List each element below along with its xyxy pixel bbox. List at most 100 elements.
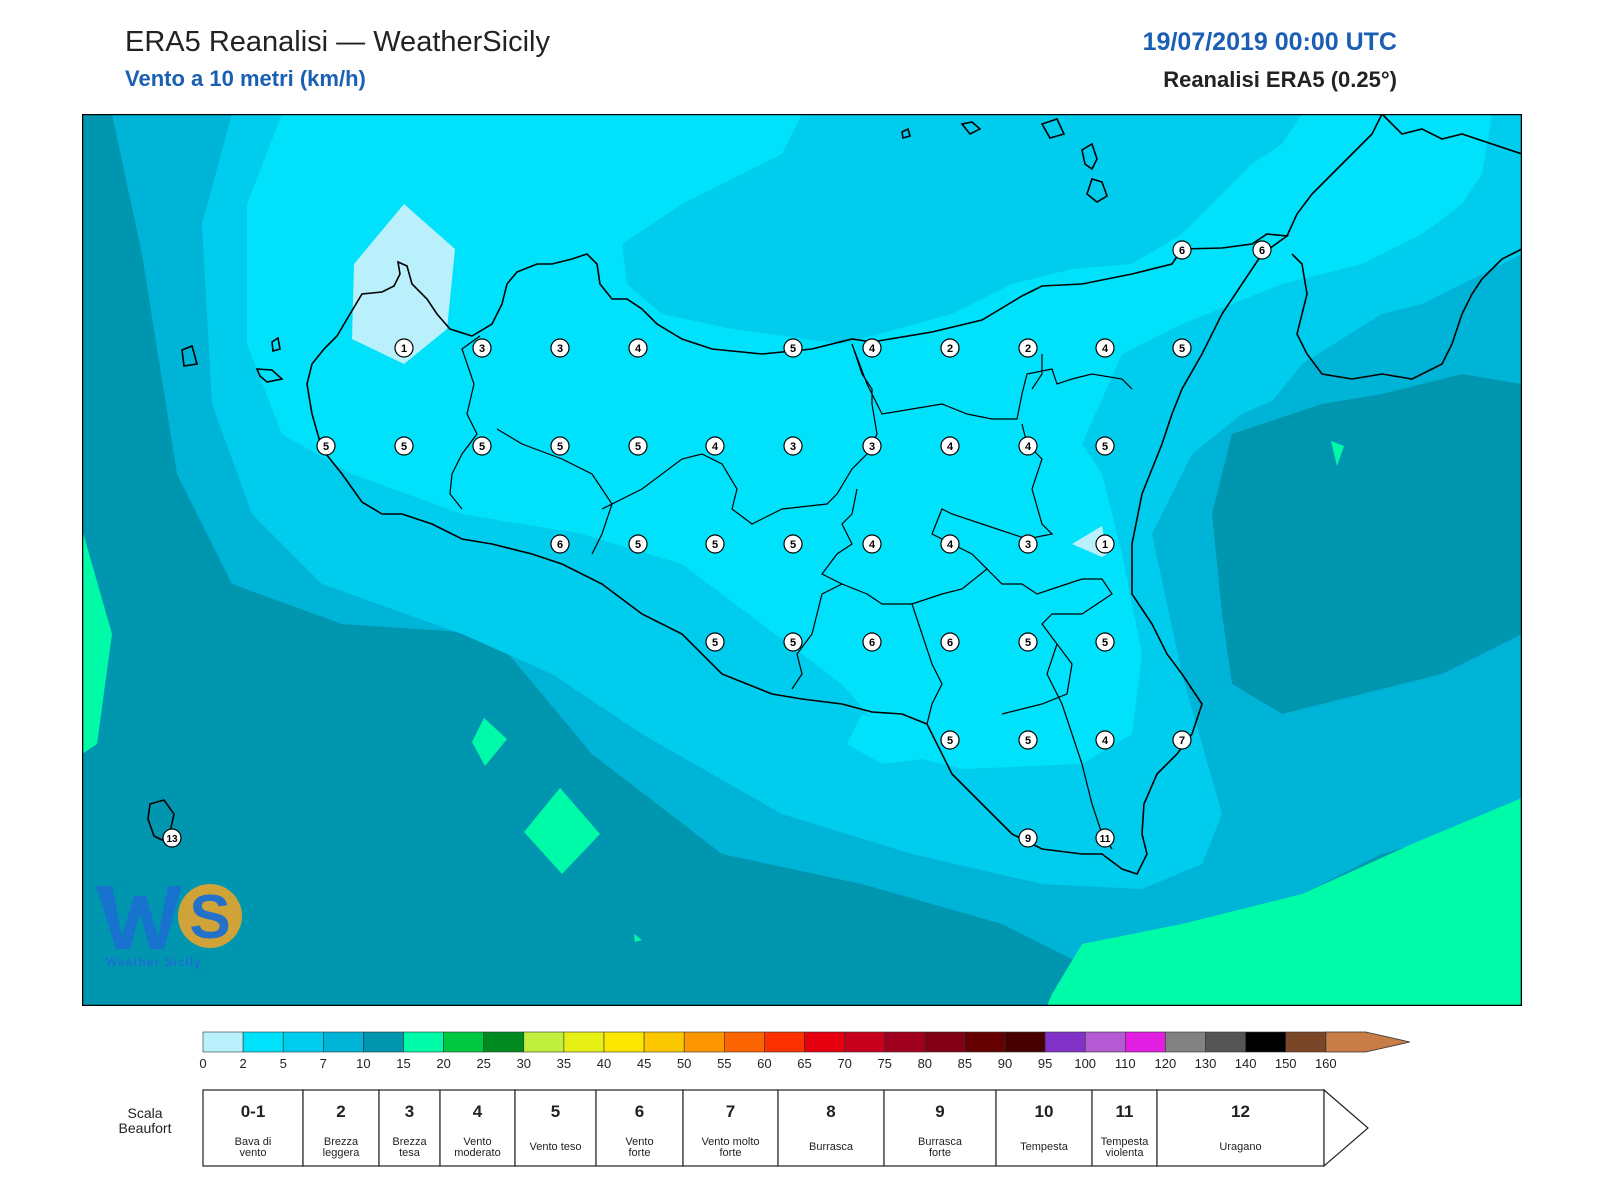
beaufort-desc: Brezza [324, 1136, 359, 1148]
colorbar-segment [924, 1031, 966, 1053]
beaufort-force: 5 [551, 1102, 560, 1121]
station-value: 5 [635, 441, 641, 453]
sicily-coastline [147, 114, 1522, 875]
station-value: 5 [557, 441, 563, 453]
band-5-7-inner [622, 114, 1302, 344]
colorbar-segment [884, 1031, 926, 1053]
station-value: 4 [635, 343, 642, 355]
station-value: 5 [1179, 343, 1185, 355]
egadi-islands [181, 336, 284, 383]
beaufort-desc: Vento [625, 1136, 653, 1148]
station-value: 5 [712, 539, 718, 551]
colorbar-tick: 160 [1315, 1056, 1337, 1071]
beaufort-force: 6 [635, 1102, 644, 1121]
colorbar-segment [603, 1031, 645, 1053]
station-circle [862, 534, 882, 554]
station-value: 6 [1179, 245, 1185, 257]
station-marker: 5 [1095, 436, 1115, 456]
station-marker: 5 [1018, 632, 1038, 652]
station-value: 4 [1102, 343, 1109, 355]
station-marker: 5 [628, 436, 648, 456]
colorbar-tick: 10 [356, 1056, 370, 1071]
beaufort-desc: Tempesta [1101, 1136, 1150, 1148]
colorbar-segment [202, 1031, 244, 1053]
station-marker: 11 [1095, 828, 1115, 848]
station-circle [940, 436, 960, 456]
beaufort-desc: tesa [399, 1147, 421, 1159]
beaufort-cell-box [302, 1089, 380, 1167]
colorbar-segment [723, 1031, 765, 1053]
band-15-20-west [82, 529, 112, 754]
band-15-20-sea1 [472, 718, 507, 766]
beaufort-force: 9 [935, 1102, 944, 1121]
station-circle [472, 436, 492, 456]
station-value: 5 [712, 637, 718, 649]
beaufort-desc: violenta [1106, 1147, 1145, 1159]
colorbar-tick: 30 [517, 1056, 531, 1071]
colorbar-segment [1044, 1031, 1086, 1053]
station-value: 5 [790, 539, 796, 551]
station-value: 5 [1102, 637, 1108, 649]
wind-colorbar [202, 1031, 1410, 1053]
station-value: 6 [947, 637, 953, 649]
colorbar-segment [322, 1031, 364, 1053]
beaufort-desc: Vento [463, 1136, 491, 1148]
station-circle [862, 632, 882, 652]
station-marker: 5 [783, 338, 803, 358]
station-circle [550, 338, 570, 358]
station-marker: 5 [472, 436, 492, 456]
beaufort-desc: leggera [323, 1147, 361, 1159]
station-marker: 4 [1095, 338, 1115, 358]
station-marker: 6 [1252, 240, 1272, 260]
station-circle [1095, 632, 1115, 652]
station-marker: 5 [705, 632, 725, 652]
station-circle [162, 828, 182, 848]
station-marker: 4 [1018, 436, 1038, 456]
beaufort-desc: vento [240, 1147, 267, 1159]
colorbar-segment [363, 1031, 404, 1053]
station-circle [783, 534, 803, 554]
station-marker: 4 [1095, 730, 1115, 750]
station-circle [472, 338, 492, 358]
station-value: 4 [712, 441, 719, 453]
colorbar-tick: 140 [1235, 1056, 1257, 1071]
colorbar-segment [483, 1031, 525, 1053]
logo-s-letter: S [189, 883, 230, 952]
beaufort-cell: 8 Burrasca [777, 1089, 885, 1167]
colorbar-tick: 40 [597, 1056, 611, 1071]
station-marker: 4 [705, 436, 725, 456]
station-circle [940, 338, 960, 358]
station-circle [628, 534, 648, 554]
station-marker: 5 [1172, 338, 1192, 358]
station-circle [1018, 632, 1038, 652]
beaufort-cell-box [514, 1089, 597, 1167]
band-2-5-southeast [847, 714, 962, 764]
station-circle [550, 436, 570, 456]
beaufort-cell-box [682, 1089, 779, 1167]
colorbar-tick: 55 [717, 1056, 731, 1071]
colorbar-tick: 60 [757, 1056, 771, 1071]
colorbar-ticks: 0 2 5 7 10 15 20 25 30 35 40 45 50 55 60 65 70 75 80 85 90 95… [199, 1056, 1336, 1071]
station-value: 7 [1179, 735, 1185, 747]
station-marker: 5 [783, 534, 803, 554]
colorbar-tick: 150 [1275, 1056, 1297, 1071]
station-circle [1018, 436, 1038, 456]
colorbar-segment [523, 1031, 565, 1053]
beaufort-force: 8 [826, 1102, 835, 1121]
beaufort-force: 3 [405, 1102, 414, 1121]
station-circle [1095, 730, 1115, 750]
colorbar-segment [764, 1031, 805, 1053]
band-0-2-northwest [352, 204, 455, 364]
colorbar-segment [683, 1031, 725, 1053]
station-circle [316, 436, 336, 456]
colorbar-tick: 15 [396, 1056, 410, 1071]
station-marker: 5 [783, 632, 803, 652]
station-value: 4 [1025, 441, 1032, 453]
station-value: 5 [479, 441, 485, 453]
